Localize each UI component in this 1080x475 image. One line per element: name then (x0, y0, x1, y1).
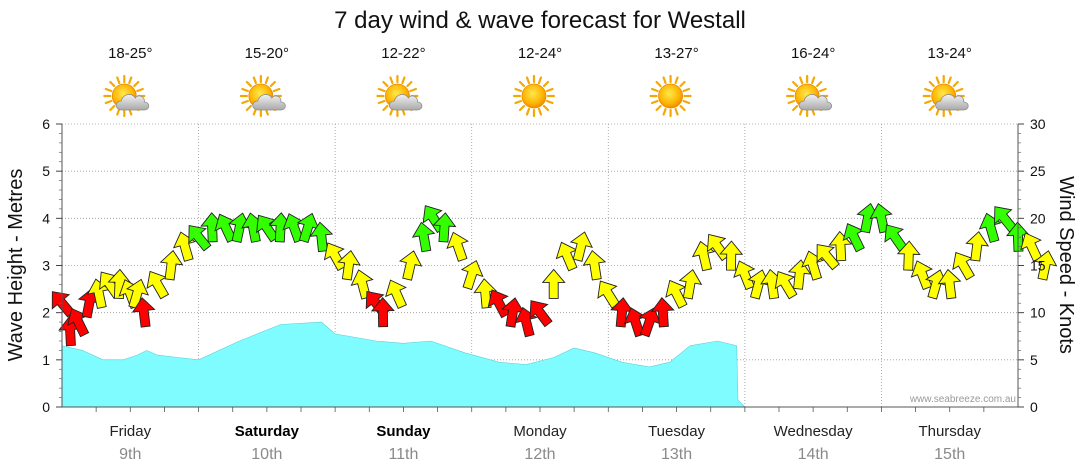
wind-arrow (816, 244, 840, 271)
right-tick-label: 0 (1030, 399, 1038, 415)
left-tick-label: 5 (42, 163, 50, 179)
wind-arrow (337, 249, 361, 281)
left-tick-label: 2 (42, 305, 50, 321)
day-name-label: Thursday (918, 423, 981, 440)
wind-arrow (678, 268, 703, 300)
right-tick-label: 25 (1030, 163, 1046, 179)
left-tick-label: 0 (42, 399, 50, 415)
wind-arrow (309, 221, 334, 253)
wind-arrow (432, 212, 457, 243)
wave-height-series (61, 321, 746, 408)
wind-arrow (159, 249, 184, 281)
wind-arrow (582, 249, 607, 281)
temperature-range-label: 13-24° (928, 45, 972, 62)
wind-arrow (460, 259, 484, 291)
temperature-range-label: 15-20° (245, 45, 289, 62)
wind-arrow (896, 240, 921, 271)
temperature-range-label: 12-22° (381, 45, 425, 62)
wind-arrow (126, 278, 150, 310)
right-tick-label: 30 (1030, 116, 1046, 132)
wind-arrow (937, 268, 962, 300)
wind-arrow (529, 300, 553, 328)
right-tick-label: 10 (1030, 305, 1046, 321)
wind-arrow (774, 270, 798, 300)
right-tick-label: 15 (1030, 258, 1046, 274)
wind-arrow (188, 225, 212, 252)
sun-icon (649, 74, 692, 118)
left-tick-label: 1 (42, 352, 50, 368)
right-axis-title: Wind Speed - Knots (1055, 176, 1077, 354)
left-tick-label: 3 (42, 258, 50, 274)
wind-arrow (385, 279, 407, 310)
wind-arrow (569, 231, 593, 262)
day-date-label: 10th (251, 446, 282, 463)
left-tick-label: 6 (42, 116, 50, 132)
wind-arrow (719, 240, 744, 271)
chart-axes: 0 1 2 3 4 5 6 0 5 10 15 20 25 30 (42, 116, 1046, 415)
day-date-label: 14th (798, 446, 829, 463)
day-date-label: 12th (524, 446, 555, 463)
wind-arrow (965, 231, 990, 262)
partly-cloudy-icon (239, 74, 286, 118)
day-name-label: Saturday (235, 423, 300, 440)
wind-arrow (370, 297, 395, 328)
day-name-label: Monday (513, 423, 567, 440)
wind-arrow (650, 297, 675, 328)
day-name-label: Friday (109, 423, 151, 440)
partly-cloudy-icon (786, 74, 833, 118)
wind-arrow (446, 231, 469, 262)
right-tick-label: 5 (1030, 352, 1038, 368)
chart-title: 7 day wind & wave forecast for Westall (334, 7, 746, 34)
day-date-label: 15th (934, 446, 965, 463)
wind-arrow (487, 289, 511, 319)
wind-arrow (733, 260, 756, 291)
right-tick-label: 20 (1030, 210, 1046, 226)
sun-icon (512, 74, 556, 118)
day-date-label: 11th (388, 446, 418, 463)
wind-arrow (411, 221, 436, 253)
temperature-range-label: 12-24° (518, 45, 562, 62)
day-name-label: Wednesday (774, 423, 853, 440)
wind-arrow (323, 242, 347, 272)
day-name-label: Sunday (376, 423, 431, 440)
left-axis-title: Wave Height - Metres (5, 169, 27, 362)
wind-speed-series (51, 202, 1058, 347)
wind-arrow (398, 250, 423, 281)
partly-cloudy-icon (922, 74, 969, 118)
day-name-label: Tuesday (648, 423, 705, 440)
daily-summary-row: 18-25° 15-20° 12-22° 12-24° 13-27° 16-24° 13-2… (103, 45, 972, 118)
temperature-range-label: 16-24° (791, 45, 835, 62)
credit-text: www.seabreeze.com.au (909, 394, 1016, 405)
day-date-label: 9th (119, 446, 141, 463)
partly-cloudy-icon (376, 74, 423, 118)
partly-cloudy-icon (103, 74, 150, 118)
day-date-label: 13th (661, 446, 692, 463)
wind-arrow (665, 279, 688, 309)
wind-arrow (131, 297, 156, 328)
temperature-range-label: 13-27° (654, 45, 698, 62)
wind-arrow (787, 259, 812, 290)
left-tick-label: 4 (42, 210, 50, 226)
temperature-range-label: 18-25° (108, 45, 152, 62)
wind-arrow (1033, 250, 1058, 281)
wind-arrow (541, 268, 566, 299)
wind-arrow (910, 260, 934, 291)
x-axis-labels: Friday 9th Saturday 10th Sunday 11th Monday 12t… (109, 423, 981, 463)
wave-height-area (61, 321, 746, 408)
